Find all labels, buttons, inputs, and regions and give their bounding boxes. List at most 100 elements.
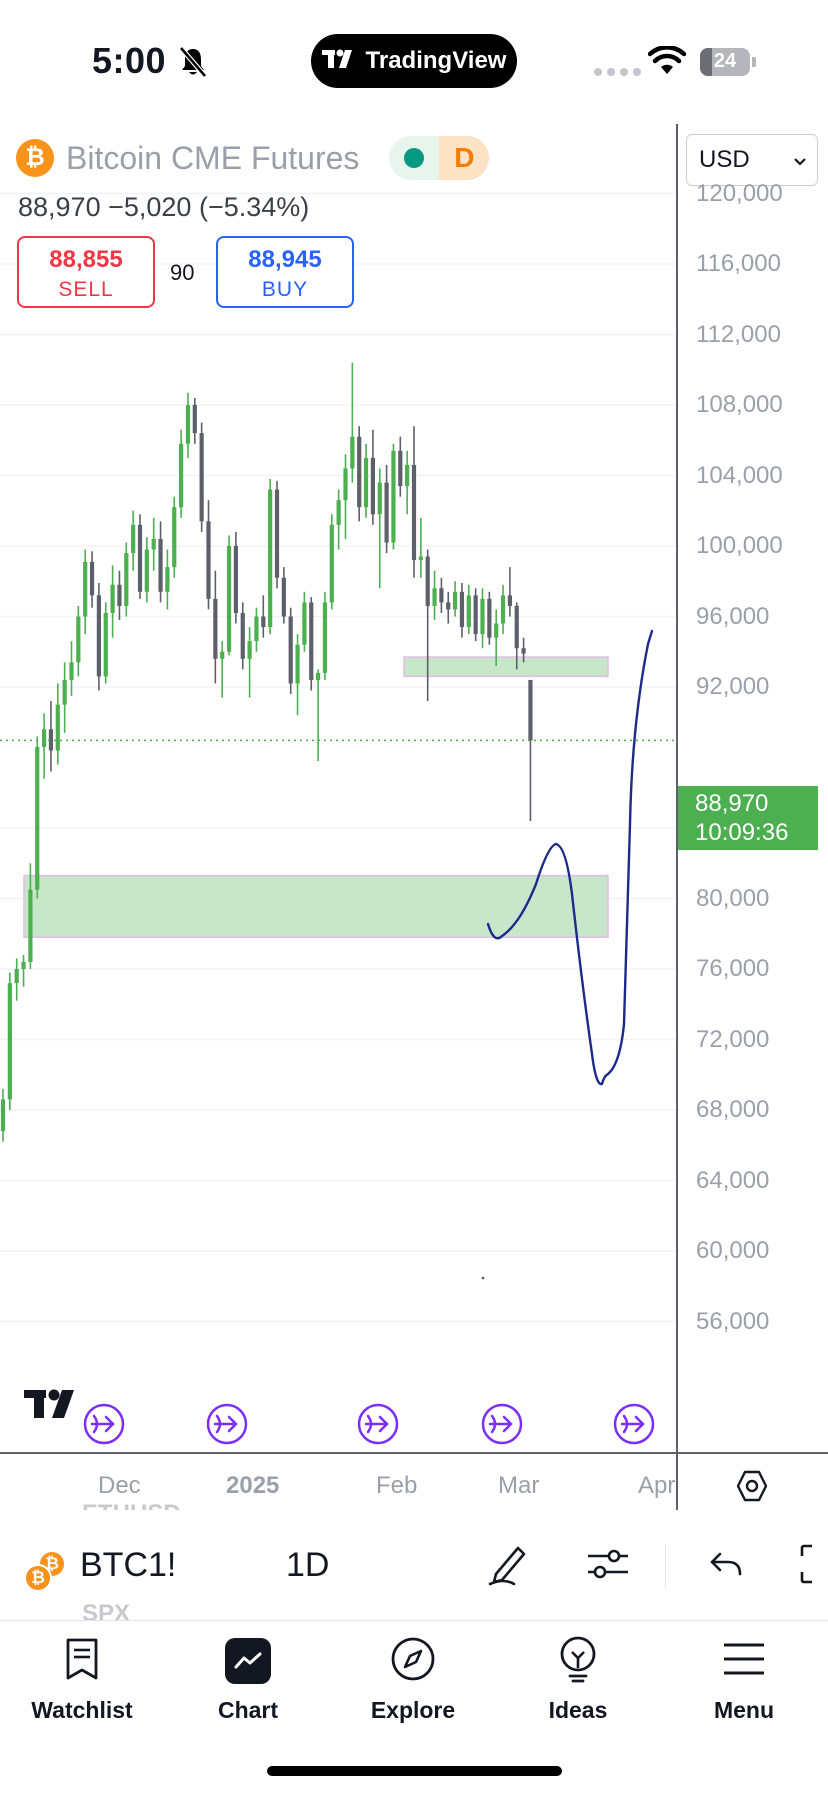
price-change-percent: (−5.34%) <box>198 192 310 222</box>
candle-body <box>309 602 314 680</box>
candle-body <box>69 662 74 680</box>
event-marker-icon[interactable] <box>205 1402 249 1446</box>
undo-icon[interactable] <box>706 1540 746 1593</box>
nav-explore[interactable]: Explore <box>343 1633 483 1724</box>
candle-body <box>103 612 108 677</box>
drawing-tools-icon[interactable] <box>484 1540 532 1593</box>
event-marker-icon[interactable] <box>356 1402 400 1446</box>
candle-body <box>507 595 512 606</box>
candle-body <box>288 616 293 684</box>
candle-body <box>487 598 492 638</box>
last-price-axis-label: 88,970 <box>695 790 769 817</box>
candle-body <box>411 464 417 561</box>
price-chart[interactable] <box>0 124 828 1510</box>
last-price-marker: 88,970 10:09:36 <box>678 786 818 850</box>
hamburger-menu-icon <box>722 1641 766 1682</box>
candle-body <box>76 616 81 663</box>
compass-icon <box>389 1635 437 1688</box>
candle-body <box>446 602 451 610</box>
time-label-year: 2025 <box>226 1472 280 1499</box>
price-change-line: 88,970 −5,020 (−5.34%) <box>18 192 309 223</box>
price-tick-label: 56,000 <box>696 1307 770 1335</box>
currency-select[interactable]: USD <box>686 134 818 186</box>
candle-body <box>158 538 163 592</box>
candle-body <box>514 605 519 649</box>
candle-body <box>439 588 444 603</box>
time-label-apr: Apr <box>638 1472 676 1499</box>
stray-dot <box>481 1276 485 1280</box>
sell-price: 88,855 <box>49 246 123 273</box>
interval-picker[interactable]: 1D <box>286 1546 330 1584</box>
candle-body <box>453 591 458 610</box>
indicators-icon[interactable] <box>584 1540 632 1593</box>
price-tick-label: 96,000 <box>696 602 770 630</box>
candle-body <box>131 524 136 554</box>
candle-body <box>254 616 259 642</box>
candle-body <box>206 521 211 599</box>
price-tick-label: 68,000 <box>696 1096 770 1123</box>
symbol-full-name[interactable]: Bitcoin CME Futures <box>66 139 360 176</box>
price-tick-label: 60,000 <box>696 1237 770 1264</box>
event-marker-icon[interactable] <box>480 1402 524 1446</box>
candle-body <box>220 651 225 659</box>
bitcoin-coin-icon: ₿ <box>24 1564 52 1592</box>
candle-body <box>42 729 47 747</box>
candle-body <box>322 602 328 673</box>
buy-price: 88,945 <box>248 246 322 273</box>
battery-level: 24 <box>713 50 737 72</box>
nav-chart-label: Chart <box>217 1697 279 1723</box>
candle-body <box>521 648 526 654</box>
tradingview-watermark-icon <box>24 1388 88 1425</box>
candle-body <box>83 561 88 617</box>
watchlist-icon <box>62 1636 102 1687</box>
candle-body <box>377 482 382 515</box>
candle-body <box>295 644 300 684</box>
candle-body <box>329 524 334 603</box>
candle-body <box>14 969 19 984</box>
support-zone <box>403 656 609 678</box>
tradingview-logo-icon <box>321 48 358 75</box>
candle-body <box>432 588 437 606</box>
time-label-dec: Dec <box>98 1472 141 1499</box>
drawing-projection-path <box>486 629 654 1086</box>
candle-body <box>151 538 156 550</box>
price-tick-label: 108,000 <box>696 391 783 418</box>
nav-watchlist-label: Watchlist <box>31 1697 133 1723</box>
nav-ideas[interactable]: Ideas <box>508 1633 648 1724</box>
time-label-feb: Feb <box>376 1472 418 1499</box>
candle-body <box>466 595 471 628</box>
candle-body <box>240 612 245 659</box>
candle-body <box>89 561 95 596</box>
price-tick-label: 64,000 <box>696 1166 770 1194</box>
buy-button[interactable]: 88,945 BUY <box>216 236 354 308</box>
market-status-pill[interactable]: D <box>389 136 490 180</box>
candle-body <box>35 746 40 890</box>
nav-menu[interactable]: Menu <box>674 1633 814 1724</box>
bitcoin-coin-icon: ₿ <box>16 139 54 177</box>
candle-body <box>391 450 396 543</box>
candle-body <box>480 598 485 635</box>
price-tick-label: 80,000 <box>696 884 770 912</box>
price-tick-label: 120,000 <box>696 179 783 207</box>
spread-value: 90 <box>170 260 195 285</box>
bitcoin-coin-icon: ₿ <box>38 1550 66 1578</box>
chart-area[interactable]: ₿ Bitcoin CME Futures D 88,970 −5,020 (−… <box>0 124 828 1510</box>
sell-button[interactable]: 88,855 SELL <box>17 236 155 308</box>
price-tick-label: 116,000 <box>696 250 781 277</box>
chart-settings-icon[interactable] <box>734 1468 770 1509</box>
price-axis-divider <box>676 124 678 1510</box>
nav-chart[interactable]: Chart <box>178 1633 318 1724</box>
candle-body <box>110 584 115 613</box>
candle-body <box>494 623 499 638</box>
app-pill[interactable]: TradingView <box>311 34 517 88</box>
nav-watchlist[interactable]: Watchlist <box>12 1633 152 1724</box>
event-marker-icon[interactable] <box>612 1402 656 1446</box>
price-tick-label: 92,000 <box>696 673 770 700</box>
price-change: −5,020 <box>108 192 192 222</box>
fullscreen-icon[interactable] <box>798 1540 828 1593</box>
symbol-picker[interactable]: BTC1! <box>80 1546 177 1584</box>
status-bar: 5:00 TradingView 24 <box>0 0 828 120</box>
event-marker-icon[interactable] <box>82 1402 126 1446</box>
candle-body <box>363 457 369 508</box>
candle-body <box>96 595 101 677</box>
